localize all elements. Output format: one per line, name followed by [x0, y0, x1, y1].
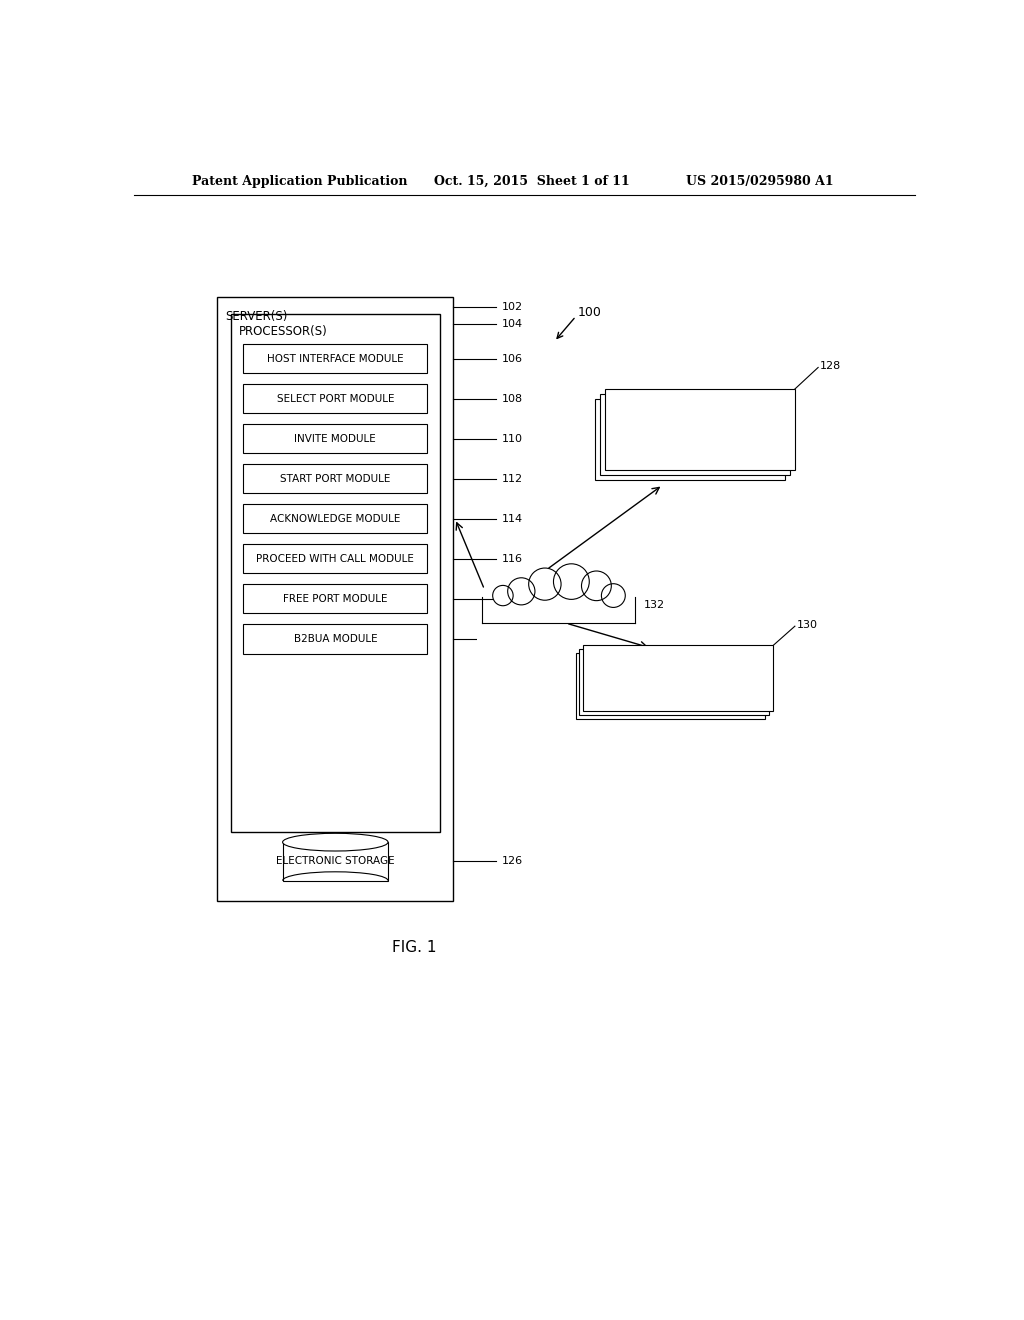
Text: PROCEED WITH CALL MODULE: PROCEED WITH CALL MODULE: [256, 554, 415, 564]
Bar: [244, 424, 427, 453]
Bar: [217, 297, 454, 902]
Text: 116: 116: [502, 554, 522, 564]
Text: HOST INTERFACE MODULE: HOST INTERFACE MODULE: [267, 354, 403, 363]
Bar: [575, 653, 765, 718]
Text: 112: 112: [502, 474, 522, 483]
Circle shape: [582, 572, 611, 601]
Bar: [595, 399, 784, 480]
Bar: [244, 585, 427, 614]
Text: FREE PORT MODULE: FREE PORT MODULE: [283, 594, 387, 603]
Text: PROCESSOR(S): PROCESSOR(S): [239, 326, 328, 338]
Text: 100: 100: [578, 306, 601, 319]
Text: 102: 102: [502, 302, 522, 312]
Bar: [244, 465, 427, 494]
Text: FIG. 1: FIG. 1: [392, 940, 437, 956]
Text: SERVER(S): SERVER(S): [225, 310, 288, 323]
Bar: [580, 649, 769, 714]
Bar: [605, 389, 795, 470]
Text: EXTERNAL RESOURCE(S): EXTERNAL RESOURCE(S): [598, 676, 743, 689]
Text: US 2015/0295980 A1: US 2015/0295980 A1: [686, 176, 834, 187]
Text: 122: 122: [502, 634, 523, 644]
Bar: [477, 623, 639, 648]
Bar: [283, 842, 388, 880]
Bar: [244, 384, 427, 413]
Text: 128: 128: [819, 360, 841, 371]
Text: 106: 106: [502, 354, 522, 363]
Text: Oct. 15, 2015  Sheet 1 of 11: Oct. 15, 2015 Sheet 1 of 11: [434, 176, 630, 187]
Bar: [244, 624, 427, 653]
Text: 120: 120: [502, 594, 522, 603]
Text: ELECTRONIC STORAGE: ELECTRONIC STORAGE: [276, 857, 394, 866]
Text: 114: 114: [502, 513, 522, 524]
Text: SELECT PORT MODULE: SELECT PORT MODULE: [276, 393, 394, 404]
Text: 108: 108: [502, 393, 522, 404]
Circle shape: [554, 564, 589, 599]
Bar: [600, 395, 790, 475]
Text: ACKNOWLEDGE MODULE: ACKNOWLEDGE MODULE: [270, 513, 400, 524]
Circle shape: [493, 585, 513, 606]
Text: 130: 130: [797, 619, 817, 630]
Text: 110: 110: [502, 434, 522, 444]
Circle shape: [528, 568, 561, 601]
Text: B2BUA MODULE: B2BUA MODULE: [294, 634, 377, 644]
Bar: [584, 645, 773, 711]
Text: CLIENT COMPUTING
PLATFORM(S): CLIENT COMPUTING PLATFORM(S): [632, 421, 749, 449]
Circle shape: [601, 583, 626, 607]
Ellipse shape: [283, 833, 388, 851]
Bar: [244, 544, 427, 573]
Text: Patent Application Publication: Patent Application Publication: [191, 176, 408, 187]
Text: START PORT MODULE: START PORT MODULE: [281, 474, 390, 483]
Text: 132: 132: [644, 601, 666, 610]
Text: 104: 104: [502, 319, 522, 329]
Bar: [244, 345, 427, 374]
Circle shape: [508, 578, 535, 605]
Bar: [244, 504, 427, 533]
Text: INVITE MODULE: INVITE MODULE: [295, 434, 376, 444]
Text: 126: 126: [502, 857, 522, 866]
Bar: [231, 314, 439, 832]
